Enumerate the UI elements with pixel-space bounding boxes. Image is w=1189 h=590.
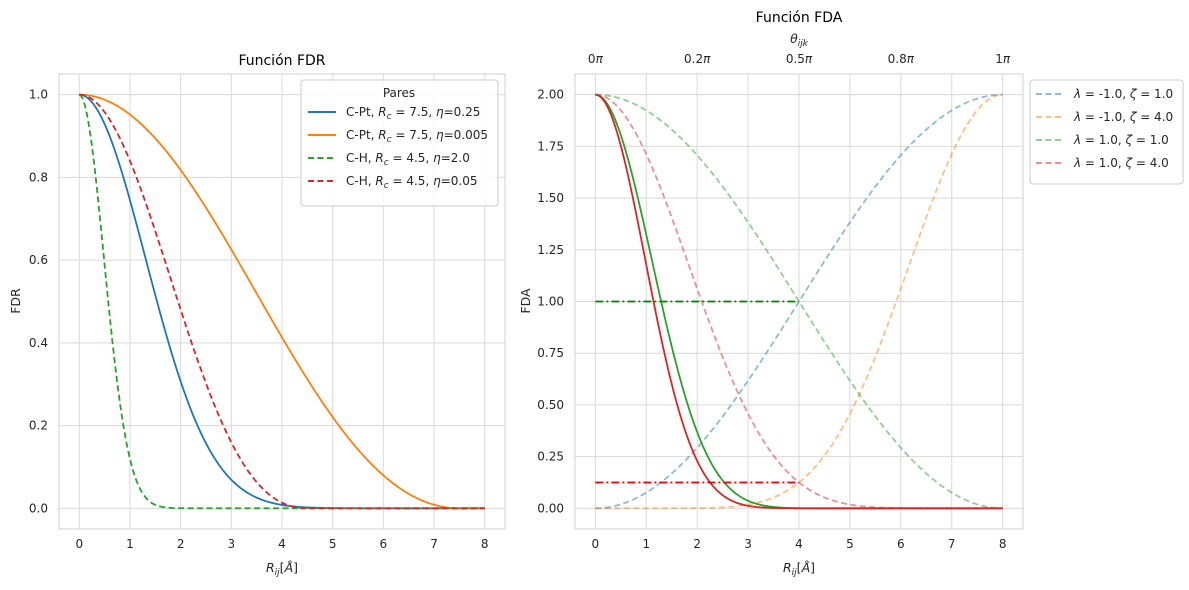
legend-label: λ = 1.0, ζ = 4.0 xyxy=(1073,156,1169,170)
fdr-legend: Pares C-Pt, Rc = 7.5, η=0.25 C-Pt, Rc = 7.… xyxy=(300,79,499,207)
y-tick-label: 1.75 xyxy=(537,139,564,153)
legend-box xyxy=(1029,79,1184,185)
x-tick-label: 4 xyxy=(795,537,803,551)
top-x-tick-label: 0.2π xyxy=(684,52,711,66)
y-tick-label: 0.75 xyxy=(537,346,564,360)
legend-label: λ = 1.0, ζ = 1.0 xyxy=(1073,133,1169,147)
legend-label: λ = -1.0, ζ = 4.0 xyxy=(1073,110,1173,124)
y-tick-label: 0.4 xyxy=(29,336,48,350)
y-tick-label: 1.25 xyxy=(537,243,564,257)
x-tick-label: 6 xyxy=(897,537,905,551)
top-x-tick-label: 0.8π xyxy=(888,52,915,66)
x-tick-label: 8 xyxy=(999,537,1007,551)
x-tick-label: 3 xyxy=(744,537,752,551)
fda-top-axis-label: θijk xyxy=(790,31,809,49)
x-tick-label: 4 xyxy=(278,537,286,551)
y-tick-label: 0.25 xyxy=(537,450,564,464)
y-tick-label: 0.2 xyxy=(29,419,48,433)
fdr-series-group xyxy=(78,93,485,510)
y-tick-label: 1.00 xyxy=(537,295,564,309)
x-tick-label: 1 xyxy=(126,537,134,551)
y-tick-label: 0.00 xyxy=(537,501,564,515)
fda-chart: 0 1 2 3 4 5 6 7 8 0.00 0.25 0.50 0.75 1.00 1.25 1.50 1.7… xyxy=(518,10,1184,578)
y-tick-label: 0.8 xyxy=(29,170,48,184)
series-line xyxy=(79,93,485,510)
x-tick-label: 8 xyxy=(481,537,489,551)
y-tick-label: 0.50 xyxy=(537,398,564,412)
top-x-tick-label: 0.5π xyxy=(786,52,813,66)
x-tick-label: 1 xyxy=(642,537,650,551)
fda-series-group xyxy=(595,93,1003,510)
y-tick-label: 0.6 xyxy=(29,253,48,267)
fda-grid xyxy=(575,74,1023,529)
fda-title: Función FDA xyxy=(756,10,843,26)
legend-label: λ = -1.0, ζ = 1.0 xyxy=(1073,87,1173,101)
x-tick-label: 3 xyxy=(227,537,235,551)
legend-title: Pares xyxy=(383,86,415,100)
x-tick-label: 7 xyxy=(430,537,438,551)
fda-x-axis-label: Rij[Å] xyxy=(783,560,815,578)
y-tick-label: 1.0 xyxy=(29,88,48,102)
fda-y-axis-label: FDA xyxy=(518,288,533,314)
legend-box xyxy=(300,79,499,207)
top-x-tick-label: 0π xyxy=(588,52,604,66)
legend-label: C-H, Rc = 4.5, η=0.05 xyxy=(346,174,477,191)
x-tick-label: 2 xyxy=(693,537,701,551)
fda-top-tick-labels: 0π 0.2π 0.5π 0.8π 1π xyxy=(588,52,1011,66)
legend-label: C-Pt, Rc = 7.5, η=0.005 xyxy=(346,128,488,145)
x-tick-label: 0 xyxy=(75,537,83,551)
fdr-title: Función FDR xyxy=(238,53,325,69)
fdr-x-axis-label: Rij[Å] xyxy=(266,560,298,578)
x-tick-label: 7 xyxy=(948,537,956,551)
x-tick-label: 6 xyxy=(380,537,388,551)
fda-legend: λ = -1.0, ζ = 1.0 λ = -1.0, ζ = 4.0 λ = 1.… xyxy=(1029,79,1184,185)
series-line xyxy=(79,93,485,510)
series-line xyxy=(595,93,1003,510)
legend-label: C-H, Rc = 4.5, η=2.0 xyxy=(346,151,470,168)
legend-label: C-Pt, Rc = 7.5, η=0.25 xyxy=(346,105,480,122)
x-tick-label: 5 xyxy=(846,537,854,551)
x-tick-label: 0 xyxy=(592,537,600,551)
x-tick-label: 2 xyxy=(177,537,185,551)
fdr-y-axis-label: FDR xyxy=(8,288,23,314)
fdr-tick-labels: 0 1 2 3 4 5 6 7 8 0.0 0.2 0.4 0.6 0.8 1.0 xyxy=(29,88,489,551)
y-tick-label: 2.00 xyxy=(537,88,564,102)
y-tick-label: 1.50 xyxy=(537,191,564,205)
fda-tick-labels: 0 1 2 3 4 5 6 7 8 0.00 0.25 0.50 0.75 1.00 1.25 1.50 1.7… xyxy=(537,88,1006,551)
fdr-chart: 0 1 2 3 4 5 6 7 80.00.20.40.60.81.0 Función FDR … xyxy=(8,53,506,578)
y-tick-label: 0.0 xyxy=(29,501,48,515)
top-x-tick-label: 1π xyxy=(995,52,1011,66)
x-tick-label: 5 xyxy=(329,537,337,551)
